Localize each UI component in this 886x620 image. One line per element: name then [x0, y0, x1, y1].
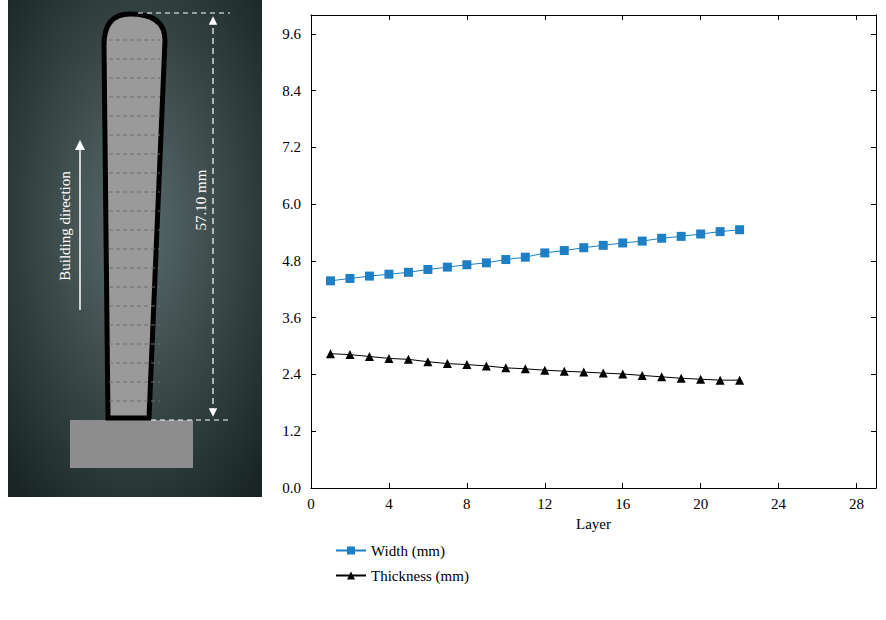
- svg-text:8: 8: [463, 496, 471, 512]
- svg-text:Layer: Layer: [576, 516, 611, 532]
- svg-text:Width (mm): Width (mm): [371, 543, 445, 560]
- svg-text:3.6: 3.6: [282, 310, 301, 326]
- svg-text:2.4: 2.4: [282, 366, 301, 382]
- svg-text:0.0: 0.0: [282, 480, 301, 496]
- svg-text:8.4: 8.4: [282, 83, 301, 99]
- svg-text:4.8: 4.8: [282, 253, 301, 269]
- svg-text:Thickness (mm): Thickness (mm): [371, 568, 469, 585]
- svg-text:6.0: 6.0: [282, 196, 301, 212]
- svg-text:20: 20: [693, 496, 708, 512]
- svg-text:16: 16: [615, 496, 631, 512]
- svg-text:1.2: 1.2: [282, 423, 301, 439]
- svg-text:4: 4: [385, 496, 393, 512]
- svg-text:7.2: 7.2: [282, 139, 301, 155]
- svg-text:9.6: 9.6: [282, 26, 301, 42]
- svg-text:Building direction: Building direction: [57, 171, 73, 281]
- svg-text:12: 12: [537, 496, 552, 512]
- svg-text:57.10 mm: 57.10 mm: [193, 169, 209, 230]
- svg-text:24: 24: [771, 496, 787, 512]
- svg-text:0: 0: [307, 496, 315, 512]
- svg-text:28: 28: [849, 496, 864, 512]
